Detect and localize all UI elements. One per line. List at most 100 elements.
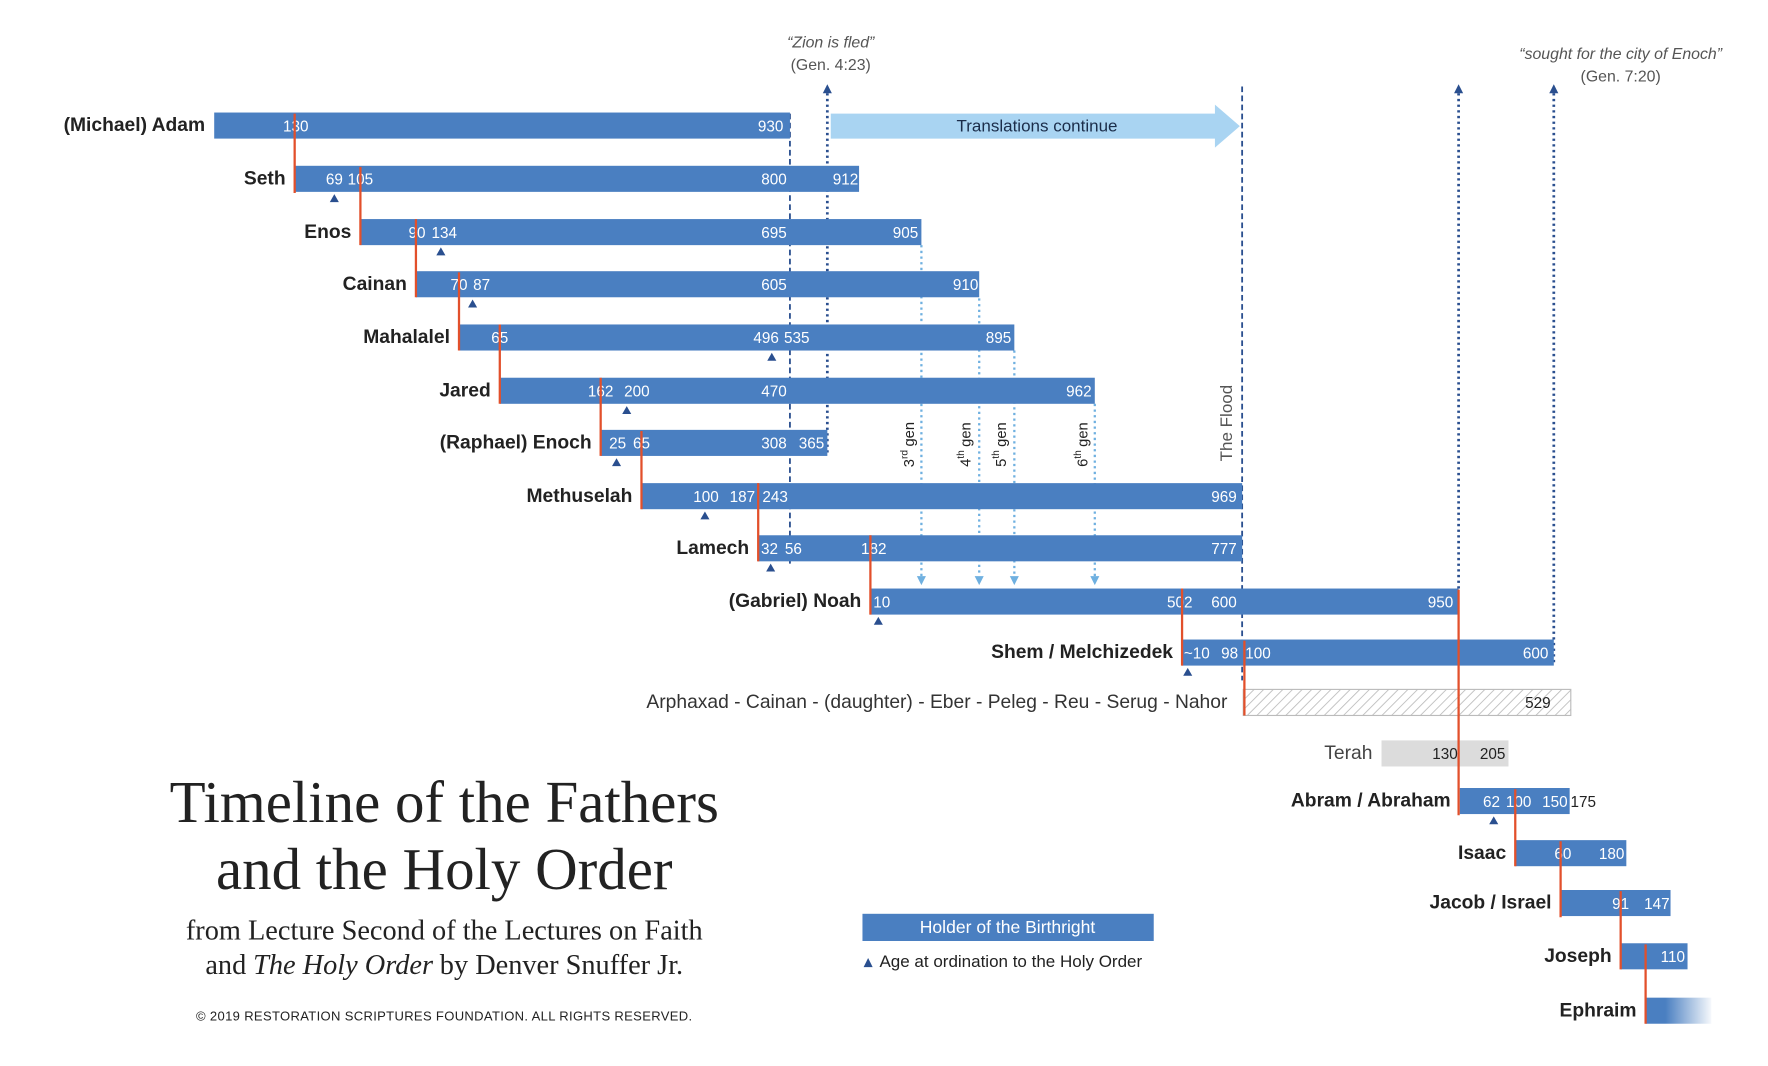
arrow-head — [1009, 576, 1019, 586]
generation-word: gen — [994, 422, 1010, 447]
age-label: 200 — [624, 384, 650, 401]
age-label: 100 — [1245, 645, 1271, 662]
legend-ordination: Age at ordination to the Holy Order — [879, 952, 1142, 971]
arrow-head — [1549, 84, 1559, 94]
person-name: Enos — [304, 222, 351, 243]
lifespan-bar — [415, 271, 980, 298]
legend-swatch — [862, 913, 1154, 941]
age-label: 130 — [1432, 746, 1458, 763]
translations-label: Translations continue — [957, 117, 1118, 136]
ordination-marker — [766, 563, 776, 572]
person-name: Jacob / Israel — [1430, 893, 1552, 914]
generation-number: 5 — [994, 459, 1010, 467]
person-name: Shem / Melchizedek — [991, 642, 1173, 663]
person-name: (Gabriel) Noah — [729, 591, 862, 612]
lifespan-bar — [1620, 943, 1688, 970]
age-label: 56 — [785, 541, 802, 558]
lifespan-bar — [1515, 840, 1627, 867]
age-label: 800 — [761, 172, 787, 189]
generation-word: gen — [1075, 422, 1091, 447]
age-label: 502 — [1167, 594, 1193, 611]
ordination-marker — [436, 247, 446, 256]
age-label: 470 — [761, 384, 787, 401]
age-label: 150 — [1542, 794, 1568, 811]
generation-suffix: th — [991, 450, 1002, 459]
subtitle-part: by Denver Snuffer Jr. — [440, 950, 683, 981]
age-label: 600 — [1523, 645, 1549, 662]
person-name: (Michael) Adam — [64, 115, 206, 136]
age-label: 930 — [758, 118, 784, 135]
ordination-marker — [873, 616, 883, 625]
title-line: and the Holy Order — [216, 836, 673, 902]
age-label: 60 — [1554, 846, 1571, 863]
person-name: Methuselah — [526, 486, 632, 507]
lifespan-bar — [499, 377, 1095, 404]
age-label: 32 — [761, 541, 778, 558]
generation-word: gen — [902, 422, 918, 447]
lifespan-bar — [1242, 688, 1572, 717]
ordination-marker — [1183, 667, 1193, 676]
lifespan-bar — [214, 112, 790, 139]
generation-word: gen — [959, 422, 975, 447]
age-label: 100 — [1506, 794, 1532, 811]
arrow-head — [822, 84, 832, 94]
age-label: 895 — [986, 330, 1012, 347]
person-name: Isaac — [1458, 843, 1506, 864]
person-name: Mahalalel — [363, 327, 450, 348]
age-label: 110 — [1661, 949, 1685, 966]
age-label: 98 — [1221, 645, 1238, 662]
subtitle-part: The Holy Order — [253, 950, 434, 981]
ordination-marker — [700, 511, 710, 520]
person-name: Arphaxad - Cainan - (daughter) - Eber - … — [646, 692, 1228, 713]
age-label: 182 — [861, 541, 887, 558]
flood-label: The Flood — [1217, 385, 1236, 462]
subtitle-line: and The Holy Order by Denver Snuffer Jr. — [205, 950, 683, 981]
age-label: 950 — [1428, 594, 1454, 611]
subtitle-part: and — [205, 950, 246, 981]
generation-label: 6th gen — [1072, 422, 1091, 467]
lifespan-bar — [1645, 997, 1712, 1024]
person-name: Jared — [439, 380, 490, 401]
lifespan-bar — [600, 429, 828, 456]
age-label: 147 — [1644, 896, 1670, 913]
subtitle-line: from Lecture Second of the Lectures on F… — [186, 916, 703, 947]
arrow-head — [1454, 84, 1464, 94]
lifespan-bar — [641, 483, 1243, 510]
age-label: 600 — [1211, 594, 1237, 611]
translations-arrow — [830, 104, 1240, 148]
age-label: 308 — [761, 436, 787, 453]
ordination-marker — [1489, 816, 1499, 825]
ordination-marker — [612, 458, 622, 467]
age-label: 25 — [609, 436, 626, 453]
age-label: 243 — [762, 489, 788, 506]
person-name: Seth — [244, 168, 286, 189]
title-line: Timeline of the Fathers — [170, 769, 719, 835]
age-label: 535 — [784, 330, 810, 347]
city-quote: “sought for the city of Enoch” — [1519, 46, 1722, 63]
lifespan-bar — [1560, 890, 1671, 917]
person-name: Joseph — [1544, 946, 1611, 967]
age-label: 605 — [761, 277, 787, 294]
person-name: Ephraim — [1560, 1000, 1637, 1021]
lifespan-bar — [870, 588, 1459, 615]
generation-number: 6 — [1075, 459, 1091, 467]
arrow-head — [974, 576, 984, 586]
age-label: 87 — [473, 277, 490, 294]
generation-label: 5th gen — [991, 422, 1010, 467]
generation-suffix: rd — [899, 450, 910, 459]
ordination-marker — [468, 299, 478, 308]
person-name: Terah — [1324, 743, 1372, 764]
age-label: 695 — [761, 225, 787, 242]
generation-label: 3rd gen — [899, 422, 918, 467]
person-name: (Raphael) Enoch — [440, 433, 592, 454]
age-label: 777 — [1211, 541, 1237, 558]
age-label: 529 — [1525, 695, 1551, 712]
legend-marker — [863, 958, 873, 968]
age-label: 62 — [1483, 794, 1500, 811]
person-name: Cainan — [343, 274, 407, 295]
generation-number: 4 — [959, 459, 975, 467]
ordination-marker — [767, 352, 777, 361]
person-name: Lamech — [676, 538, 749, 559]
